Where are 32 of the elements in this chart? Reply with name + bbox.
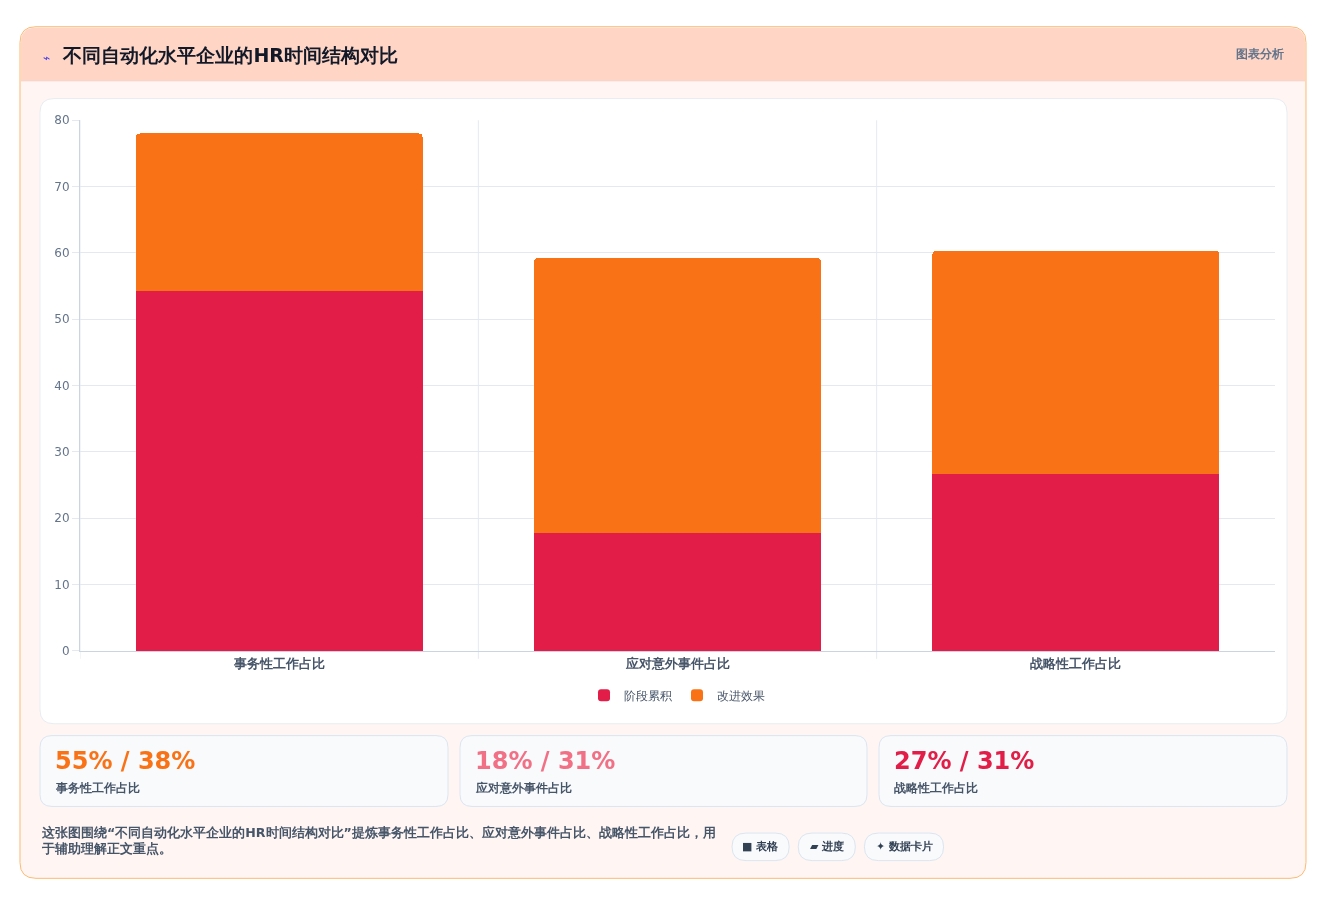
bar: [932, 250, 1220, 475]
y-tick-label: 50: [54, 312, 70, 327]
text: 18% / 31%: [475, 747, 616, 775]
y-tick-label: 10: [54, 577, 70, 592]
bar: [534, 258, 821, 534]
x-tick-label: 战略性工作占比: [1030, 655, 1122, 671]
x-tick-label: 应对意外事件占比: [624, 655, 730, 671]
bar: [135, 290, 423, 651]
bar: [135, 133, 423, 291]
text: 27% / 31%: [894, 747, 1035, 775]
y-tick-label: 40: [54, 378, 70, 393]
legend-label: 改进效果: [717, 688, 765, 703]
text: 图表分析: [1236, 47, 1284, 61]
chart-title: ⌁ 不同自动化水平企业的HR时间结构对比: [43, 43, 398, 66]
y-tick-label: 20: [54, 511, 70, 526]
text: 55% / 38%: [55, 747, 196, 775]
legend-label: 阶段累积: [624, 688, 672, 703]
text: ✦ 数据卡片: [876, 840, 934, 853]
x-tick-label: 事务性工作占比: [232, 655, 325, 671]
text: 战略性工作占比: [894, 781, 978, 795]
text: 应对意外事件占比: [475, 781, 572, 795]
text: 这张图围绕“不同自动化水平企业的HR时间结构对比”提炼事务性工作占比、应对意外事件占比、战略性工作占比，用于辅助理解正文重点。: [41, 825, 716, 857]
y-tick-label: 60: [54, 246, 70, 261]
text: ■ 表格: [742, 840, 780, 853]
bar: [534, 533, 821, 651]
bar: [932, 474, 1220, 651]
y-tick-label: 80: [54, 113, 70, 128]
y-tick-label: 0: [61, 644, 70, 659]
y-tick-label: 30: [54, 445, 70, 460]
text: 事务性工作占比: [55, 781, 140, 795]
text: ▰ 进度: [810, 840, 845, 853]
y-tick-label: 70: [54, 179, 70, 194]
